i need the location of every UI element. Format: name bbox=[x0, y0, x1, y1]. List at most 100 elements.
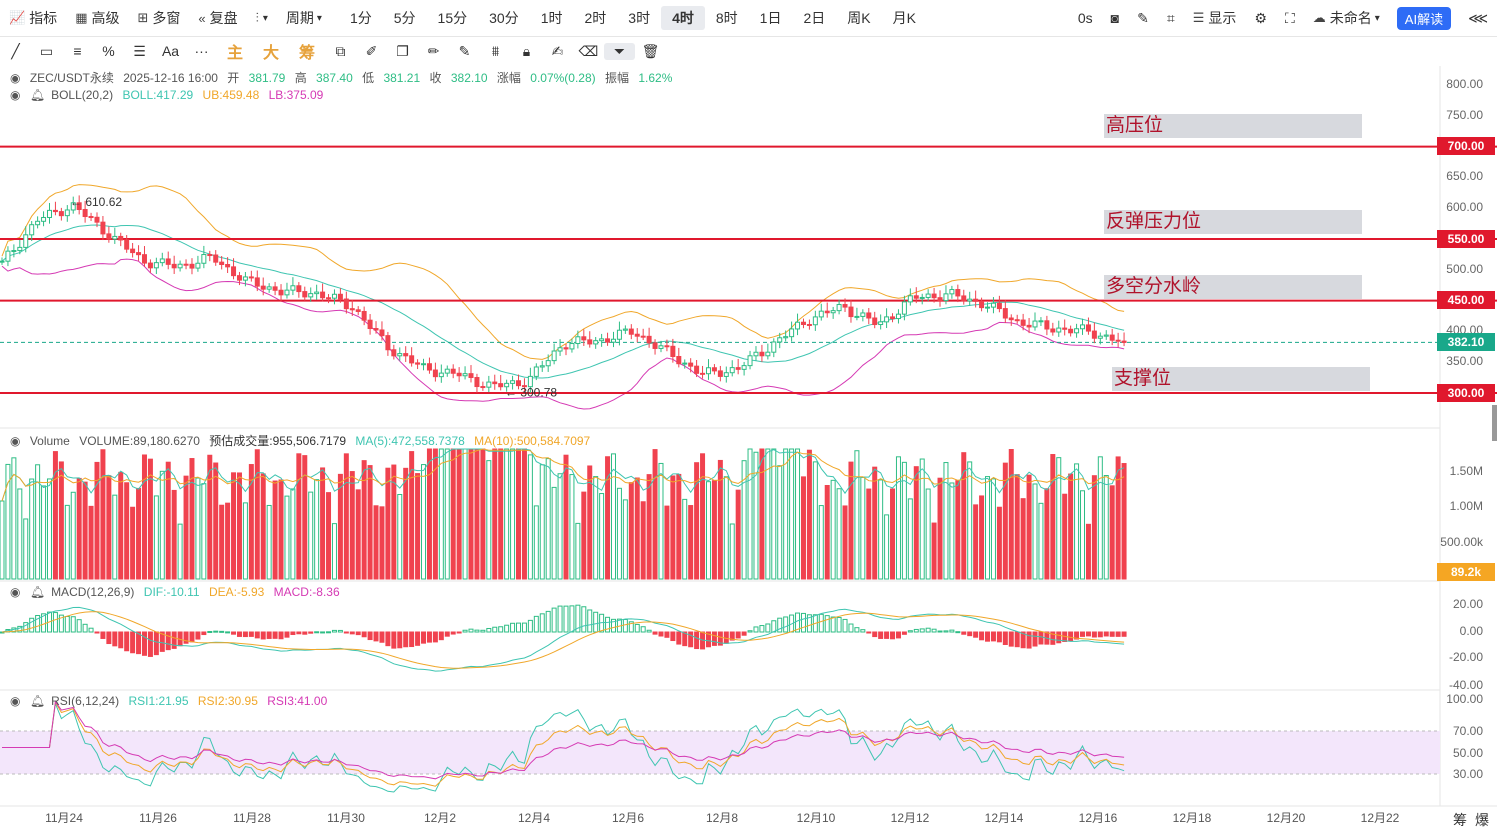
pen-icon[interactable]: ✏ bbox=[427, 42, 440, 59]
highlighter-icon[interactable]: ✎ bbox=[458, 42, 471, 59]
candle-body bbox=[147, 262, 153, 269]
camera-icon[interactable]: ◙ bbox=[1110, 10, 1120, 26]
timeframe-12[interactable]: 月K bbox=[892, 10, 916, 26]
candle-body bbox=[1008, 317, 1014, 321]
pencil-icon[interactable]: ✎ bbox=[1137, 9, 1149, 26]
chip-tool[interactable]: 筹 bbox=[298, 45, 315, 62]
volume-bar bbox=[432, 448, 438, 580]
ai-analysis-button[interactable]: AI解读 bbox=[1396, 6, 1452, 30]
text-tool-icon[interactable]: Aa bbox=[161, 43, 180, 59]
eye-icon[interactable]: ◉ bbox=[10, 434, 21, 448]
volume-bar bbox=[480, 448, 486, 580]
magnet-icon[interactable]: ⧉ bbox=[335, 42, 346, 59]
zone-support[interactable]: 支撑位 bbox=[1112, 367, 1370, 391]
eye-icon[interactable]: ◉ bbox=[10, 88, 21, 102]
rectangle-tool-icon[interactable]: ▭ bbox=[39, 42, 54, 59]
line-tool-icon[interactable]: ╱ bbox=[11, 42, 20, 59]
timeframe-1[interactable]: 5分 bbox=[393, 10, 416, 26]
main-force-tool[interactable]: 主 bbox=[226, 45, 243, 62]
volume-bar bbox=[973, 504, 979, 580]
timeframe-0[interactable]: 1分 bbox=[349, 10, 372, 26]
timeframe-4[interactable]: 1时 bbox=[540, 10, 563, 26]
candle-body bbox=[266, 286, 272, 290]
text-lines-icon[interactable]: ☰ bbox=[133, 42, 146, 59]
timeframe-9[interactable]: 1日 bbox=[759, 10, 782, 26]
volume-bar bbox=[41, 485, 47, 580]
candle-type-dropdown[interactable]: ⫶ ▾ bbox=[247, 0, 277, 36]
more-tools-icon[interactable]: ··· bbox=[194, 43, 209, 59]
timeframe-10[interactable]: 2日 bbox=[803, 10, 826, 26]
volume-bar bbox=[1085, 523, 1091, 580]
period-dropdown[interactable]: 周期 ▾ bbox=[285, 10, 322, 26]
eraser-icon[interactable]: ⌫ bbox=[578, 42, 599, 59]
eye-icon[interactable]: ◉ bbox=[10, 694, 21, 708]
macd-histogram-bar bbox=[326, 631, 332, 634]
timeframe-2[interactable]: 15分 bbox=[437, 10, 468, 26]
rsi-axis-label: 70.00 bbox=[1452, 724, 1483, 738]
candle-body bbox=[450, 368, 456, 374]
layout-dropdown[interactable]: ☁ 未命名 ▾ bbox=[1312, 10, 1380, 26]
share-icon[interactable]: ⋘ bbox=[1468, 9, 1488, 26]
replay-button[interactable]: «复盘 bbox=[198, 10, 238, 26]
volume-tag: 89.2k bbox=[1437, 563, 1495, 581]
macd-histogram-bar bbox=[830, 616, 836, 633]
macd-histogram-bar bbox=[124, 631, 130, 652]
display-button[interactable]: ☰ 显示 bbox=[1192, 10, 1237, 26]
candle-body bbox=[842, 304, 848, 308]
macd-histogram-bar bbox=[587, 609, 593, 633]
measure-icon[interactable]: ⩩ bbox=[491, 42, 500, 59]
timeframe-5[interactable]: 2时 bbox=[584, 10, 607, 26]
timeframe-3[interactable]: 30分 bbox=[489, 10, 519, 26]
timeframe-group: 1分 5分 15分 30分 1时 2时 3时 4时 8时 1日 2日 周K 月K bbox=[339, 6, 927, 30]
eye-icon[interactable]: ◉ bbox=[10, 585, 21, 599]
timeframe-6[interactable]: 3时 bbox=[628, 10, 651, 26]
volume-bar bbox=[112, 494, 118, 580]
edit-icon[interactable]: ✍ bbox=[551, 42, 564, 59]
zone-watershed[interactable]: 多空分水岭 bbox=[1104, 275, 1362, 299]
volume-bar bbox=[812, 461, 818, 580]
bell-icon[interactable]: 🔔︎ bbox=[29, 694, 46, 708]
copy-icon[interactable]: ❐ bbox=[396, 42, 409, 59]
footer-left[interactable]: 筹 bbox=[1453, 812, 1467, 828]
candle-body bbox=[254, 277, 260, 287]
candle-body bbox=[1032, 320, 1038, 328]
candle-body bbox=[812, 316, 818, 326]
indicators-button[interactable]: 📈 指标 bbox=[9, 10, 58, 26]
eye-icon[interactable]: ◉ bbox=[10, 71, 21, 85]
candle-body bbox=[391, 349, 397, 357]
timeframe-8[interactable]: 8时 bbox=[715, 10, 738, 26]
trash-icon[interactable]: 🗑︎ bbox=[641, 42, 660, 59]
time-axis-label: 12月14 bbox=[984, 811, 1024, 825]
timeframe-11[interactable]: 周K bbox=[847, 10, 871, 26]
footer-right[interactable]: 爆 bbox=[1475, 812, 1489, 828]
filter-icon[interactable]: ⏷ bbox=[604, 42, 635, 60]
macd-histogram-bar bbox=[973, 631, 979, 638]
brush-icon[interactable]: ✐ bbox=[365, 42, 378, 59]
macd-histogram-bar bbox=[895, 631, 901, 639]
bell-icon[interactable]: 🔔︎ bbox=[29, 585, 46, 599]
zone-rebound-pressure[interactable]: 反弹压力位 bbox=[1104, 210, 1362, 234]
macd-histogram-bar bbox=[818, 613, 824, 633]
main-legend: ◉ ZEC/USDT永续 2025-12-16 16:00 开 381.79 高… bbox=[10, 71, 673, 85]
zone-high-pressure[interactable]: 高压位 bbox=[1104, 114, 1362, 138]
candle-body bbox=[800, 321, 806, 325]
candle-body bbox=[765, 351, 771, 357]
settings-icon[interactable]: ⚙ bbox=[1254, 9, 1267, 26]
candle-body bbox=[795, 321, 801, 330]
fullscreen-icon[interactable]: ⛶ bbox=[1284, 9, 1295, 26]
multi-window-button[interactable]: ⊞ 多窗 bbox=[137, 10, 181, 26]
macd-histogram-bar bbox=[783, 616, 789, 633]
candle-body bbox=[783, 336, 789, 339]
parallel-lines-icon[interactable]: ≡ bbox=[73, 43, 82, 59]
volume-bar bbox=[961, 452, 967, 580]
fib-tool-icon[interactable]: % bbox=[102, 43, 115, 59]
bell-icon[interactable]: 🔔︎ bbox=[29, 88, 46, 102]
advanced-button[interactable]: ▦ 高级 bbox=[75, 10, 120, 26]
timeframe-7[interactable]: 4时 bbox=[661, 6, 705, 30]
volume-bar bbox=[670, 475, 676, 580]
crop-icon[interactable]: ⌗ bbox=[1166, 9, 1175, 26]
lock-icon[interactable]: 🔒︎ bbox=[522, 42, 531, 59]
large-order-tool[interactable]: 大 bbox=[262, 45, 279, 62]
candle-body bbox=[248, 276, 254, 279]
